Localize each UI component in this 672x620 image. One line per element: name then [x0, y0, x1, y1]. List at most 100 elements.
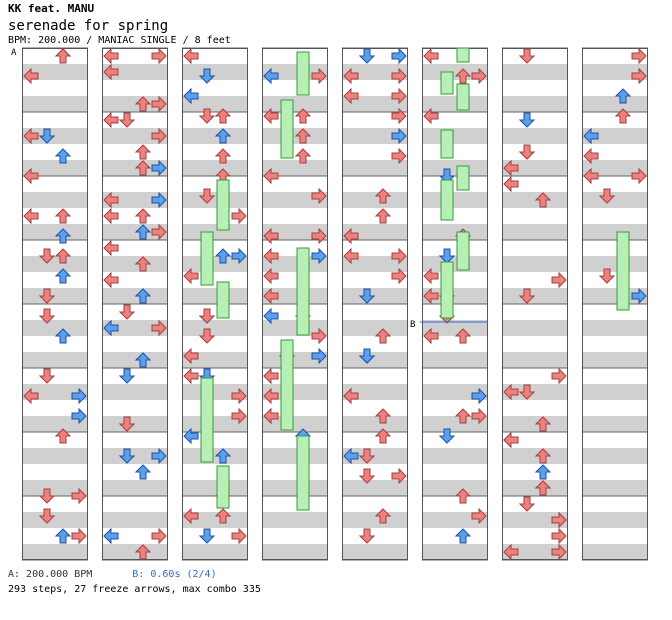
step-arrow: [103, 207, 119, 225]
step-arrow: [71, 407, 87, 425]
step-arrow: [134, 96, 152, 112]
step-arrow: [518, 288, 536, 304]
chart-column: [262, 48, 328, 560]
step-arrow: [134, 256, 152, 272]
step-arrow: [294, 108, 312, 124]
step-arrow: [343, 67, 359, 85]
step-arrow: [551, 271, 567, 289]
step-arrow: [374, 188, 392, 204]
chart-stats: 293 steps, 27 freeze arrows, max combo 3…: [8, 584, 261, 595]
step-arrow: [631, 287, 647, 305]
step-arrow: [54, 208, 72, 224]
chart-column: [502, 48, 568, 560]
step-arrow: [231, 207, 247, 225]
step-arrow: [118, 416, 136, 432]
freeze-arrow: [456, 83, 470, 111]
step-arrow: [198, 108, 216, 124]
step-arrow: [214, 148, 232, 164]
step-arrow: [503, 543, 519, 561]
step-arrow: [38, 288, 56, 304]
step-arrow: [38, 128, 56, 144]
step-arrow: [598, 268, 616, 284]
song-title: serenade for spring: [8, 18, 169, 34]
step-arrow: [438, 428, 456, 444]
step-arrow: [118, 112, 136, 128]
step-arrow: [214, 448, 232, 464]
chart-column: [182, 48, 248, 560]
step-arrow: [423, 47, 439, 65]
step-arrow: [358, 448, 376, 464]
freeze-arrow: [440, 129, 454, 159]
step-arrow: [54, 268, 72, 284]
step-arrow: [391, 127, 407, 145]
step-arrow: [631, 67, 647, 85]
step-arrow: [23, 67, 39, 85]
freeze-arrow: [456, 47, 470, 63]
step-arrow: [391, 87, 407, 105]
step-arrow: [118, 448, 136, 464]
step-arrow: [358, 348, 376, 364]
step-arrow: [151, 159, 167, 177]
freeze-arrow: [280, 99, 294, 159]
step-arrow: [311, 227, 327, 245]
step-arrow: [263, 107, 279, 125]
step-arrow: [54, 148, 72, 164]
step-arrow: [471, 67, 487, 85]
step-arrow: [23, 167, 39, 185]
step-arrow: [374, 508, 392, 524]
step-arrow: [198, 308, 216, 324]
step-arrow: [183, 347, 199, 365]
step-arrow: [374, 428, 392, 444]
step-arrow: [103, 63, 119, 81]
step-arrow: [374, 408, 392, 424]
step-arrow: [534, 416, 552, 432]
step-arrow: [358, 48, 376, 64]
step-arrow: [151, 95, 167, 113]
step-arrow: [311, 327, 327, 345]
step-arrow: [503, 431, 519, 449]
step-arrow: [23, 387, 39, 405]
step-arrow: [183, 367, 199, 385]
step-arrow: [534, 192, 552, 208]
step-arrow: [518, 112, 536, 128]
step-arrow: [374, 328, 392, 344]
step-arrow: [134, 352, 152, 368]
step-arrow: [358, 468, 376, 484]
freeze-arrow: [216, 465, 230, 509]
step-arrow: [103, 191, 119, 209]
step-arrow: [263, 367, 279, 385]
step-arrow: [263, 247, 279, 265]
freeze-arrow: [200, 231, 214, 286]
step-arrow: [454, 528, 472, 544]
step-arrow: [134, 464, 152, 480]
step-arrow: [103, 319, 119, 337]
step-arrow: [151, 191, 167, 209]
step-arrow: [343, 387, 359, 405]
step-arrow: [23, 207, 39, 225]
step-arrow: [343, 87, 359, 105]
step-arrow: [54, 228, 72, 244]
step-arrow: [263, 387, 279, 405]
step-arrow: [503, 159, 519, 177]
step-arrow: [151, 527, 167, 545]
step-arrow: [551, 511, 567, 529]
step-arrow: [134, 144, 152, 160]
step-arrow: [391, 147, 407, 165]
chart-column: [422, 48, 488, 560]
step-arrow: [214, 508, 232, 524]
step-arrow: [454, 328, 472, 344]
step-arrow: [503, 383, 519, 401]
step-arrow: [23, 127, 39, 145]
step-arrow: [391, 107, 407, 125]
step-arrow: [103, 527, 119, 545]
step-arrow: [294, 128, 312, 144]
freeze-arrow: [440, 179, 454, 221]
step-arrow: [214, 128, 232, 144]
step-arrow: [343, 447, 359, 465]
freeze-arrow: [616, 231, 630, 311]
step-arrow: [391, 267, 407, 285]
step-arrow: [423, 267, 439, 285]
step-arrow: [263, 307, 279, 325]
step-arrow: [438, 248, 456, 264]
step-arrow: [423, 327, 439, 345]
